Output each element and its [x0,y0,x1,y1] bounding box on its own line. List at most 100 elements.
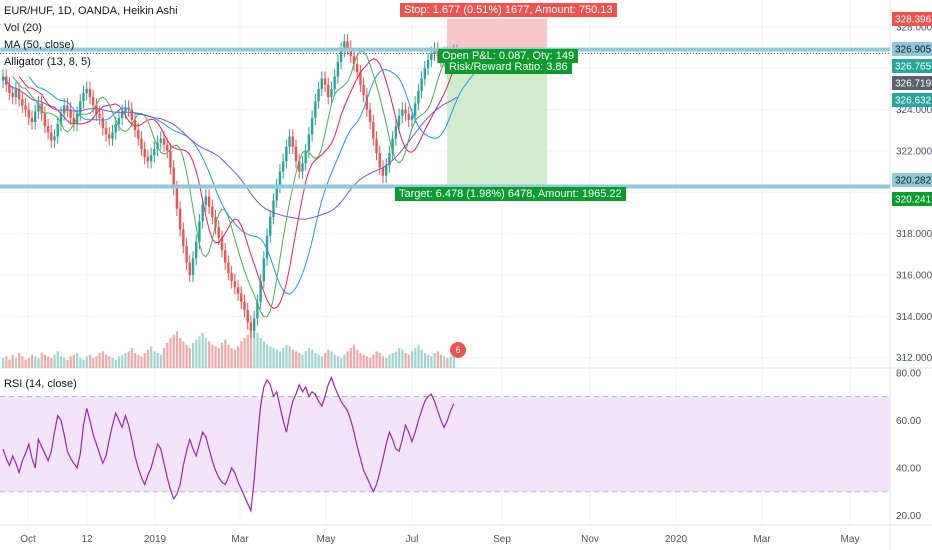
time-tick-label: 12 [81,534,93,545]
rsi-tick-label: 80.00 [896,368,921,379]
volume-bar [63,358,66,368]
volume-bar [381,356,385,368]
volume-bar [230,348,233,368]
volume-bar [324,353,327,368]
volume-bar [179,338,182,368]
ma-50-line [2,76,458,220]
volume-bar [134,353,137,368]
time-tick-label: May [841,534,860,545]
volume-bar [175,331,179,368]
volume-bar [304,351,307,368]
volume-bar [301,354,304,368]
price-tick-label: 314.000 [896,312,932,323]
legend-symbol[interactable]: EUR/HUF, 1D, OANDA, Heikin Ashi [4,5,178,17]
candle-body [333,76,336,89]
candle-body [436,49,439,56]
volume-bar [24,359,27,368]
candle-body [384,165,388,176]
legend-volume[interactable]: Vol (20) [4,22,42,34]
candle-body [201,204,204,222]
time-tick-label: Nov [581,534,599,545]
volume-bar [204,338,208,368]
volume-bar [307,348,311,368]
volume-bar [5,356,8,368]
candle-body [272,200,275,218]
volume-bar [140,356,143,368]
candle-body [172,167,175,189]
volume-bar [443,356,446,368]
rsi-tick-label: 20.00 [896,511,921,522]
volume-bar [156,353,159,368]
price-badge [892,93,932,107]
volume-bar [291,349,294,368]
candle-body [108,134,111,139]
price-badge-label: 326.632 [895,96,932,107]
volume-bar [439,354,443,368]
alligator-jaw-line [28,61,484,295]
volume-bar [333,354,336,368]
volume-bar [98,353,101,368]
volume-bar [66,359,69,368]
candle-body [120,111,124,118]
volume-bar [159,354,162,368]
candle-body [46,126,50,133]
volume-bar [311,349,314,368]
volume-bar [143,353,146,368]
price-badge [892,76,932,90]
candle-body [214,217,217,228]
candle-body [262,258,266,282]
volume-bar [127,351,130,368]
volume-bar [182,341,185,368]
volume-bar [117,356,121,368]
volume-bar [394,351,398,368]
candle-body [111,132,114,139]
volume-bar [30,354,34,368]
pnl-label[interactable]: Open P&L: 0.087, Qty: 149 [438,49,579,63]
volume-bar [404,353,407,368]
volume-bar [79,358,82,368]
volume-bar [398,348,401,368]
volume-bar [414,348,417,368]
candle-body [162,138,166,145]
candle-body [410,115,414,120]
candle-body [143,148,146,158]
volume-bar [436,351,439,368]
volume-bar [211,344,214,368]
legend-rsi[interactable]: RSI (14, close) [4,378,77,390]
candle-body [401,109,404,116]
rsi-pane [0,375,890,513]
target-label[interactable]: Target: 6.478 (1.98%) 6478, Amount: 1965… [395,187,626,201]
legend-alligator[interactable]: Alligator (13, 8, 5) [4,56,91,68]
volume-bar [185,344,188,368]
candle-body [43,113,47,127]
volume-bar [385,358,388,368]
stop-label[interactable]: Stop: 1.677 (0.51%) 1677, Amount: 750.13 [400,3,617,17]
price-tick-label: 316.000 [896,270,932,281]
volume-bar [111,358,114,368]
candle-body [346,41,349,48]
candle-body [227,262,230,273]
candle-body [40,103,43,114]
candle-body [236,287,240,294]
volume-bar [330,351,333,368]
volume-bar [34,356,37,368]
event-badge-icon[interactable]: 6 [450,342,466,358]
volume-bar [349,348,352,368]
price-axis: 312.000 314.000 316.000 318.000 322.000 324.0… [896,22,932,522]
candle-body [288,136,291,147]
candle-body [30,117,34,122]
candle-body [426,59,430,69]
volume-bar [85,356,88,368]
volume-bar [195,339,198,368]
candle-body [356,64,359,73]
legend-ma[interactable]: MA (50, close) [4,39,75,51]
time-tick-label: Oct [20,534,36,545]
ratio-label[interactable]: Risk/Reward Ratio: 3.86 [445,60,572,74]
candle-body [204,196,208,205]
volume-bar [340,358,343,368]
volume-bar [76,353,79,368]
volume-bar [401,349,404,368]
volume-bar [201,333,204,368]
volume-bar [365,356,369,368]
